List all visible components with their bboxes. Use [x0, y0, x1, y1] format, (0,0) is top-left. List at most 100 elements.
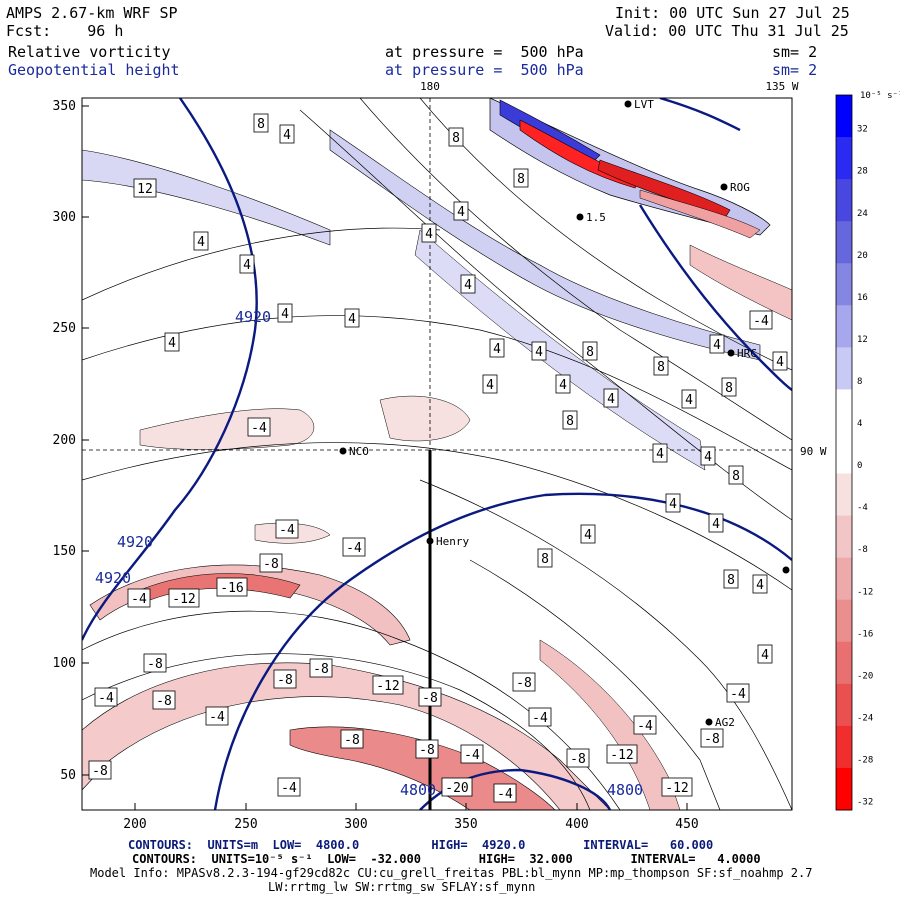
vort-label-box: 8 — [253, 113, 269, 133]
map-frame — [81, 97, 793, 811]
vort-label-text: -4 — [637, 719, 653, 734]
vort-label-text: -4 — [497, 787, 513, 802]
vort-label-box: -8 — [415, 739, 439, 759]
vort-label-text: 4 — [283, 128, 291, 143]
vort-label-text: 8 — [257, 117, 265, 132]
footer-physics-info: LW:rrtmg_lw SW:rrtmg_sw SFLAY:sf_mynn — [268, 880, 536, 894]
y-tick-label: 100 — [53, 656, 76, 671]
vort-label-text: -4 — [532, 711, 548, 726]
station-label-ag2: AG2 — [715, 716, 735, 729]
vort-label-text: -8 — [419, 743, 435, 758]
height-label: 4920 — [117, 533, 153, 551]
vort-negative-east — [689, 244, 792, 321]
vort-label-text: 4 — [607, 392, 615, 407]
vort-label-box: 8 — [721, 377, 737, 397]
vort-label-box: -12 — [372, 675, 404, 695]
field2-name: Geopotential height — [8, 61, 180, 79]
vort-label-text: -8 — [344, 733, 360, 748]
height-label: 4920 — [235, 308, 271, 326]
vort-label-box: 8 — [728, 465, 744, 485]
y-tick-label: 200 — [53, 433, 76, 448]
vort-label-text: 4 — [535, 345, 543, 360]
vort-label-box: 4 — [531, 341, 547, 361]
vort-label-box: -4 — [275, 519, 299, 539]
vort-label-box: -8 — [340, 729, 364, 749]
height-label: 4920 — [95, 569, 131, 587]
field1-smoothing: sm= 2 — [772, 43, 818, 61]
vort-label-box: 4 — [555, 374, 571, 394]
vort-label-box: 4 — [239, 254, 255, 274]
vort-label-box: -4 — [277, 777, 301, 797]
vort-label-text: -8 — [277, 673, 293, 688]
field1-level: at pressure = 500 hPa — [385, 43, 584, 61]
height-label: 4800 — [607, 781, 643, 799]
height-contour-ne — [659, 98, 741, 132]
init-time: Init: 00 UTC Sun 27 Jul 25 — [615, 4, 850, 22]
x-tick-label: 250 — [234, 817, 257, 832]
vort-label-text: 4 — [713, 338, 721, 353]
x-axis: 200 250 300 350 400 450 — [123, 803, 699, 832]
vort-label-text: -12 — [610, 748, 633, 763]
lat-label-top: 135 W — [765, 80, 798, 93]
vort-label-box: 4 — [482, 374, 498, 394]
vort-label-text: -4 — [131, 592, 147, 607]
y-tick-label: 300 — [53, 210, 76, 225]
y-axis: 50 100 150 200 250 300 350 — [53, 99, 89, 783]
vort-label-text: 4 — [493, 342, 501, 357]
footer-height-contours: CONTOURS: UNITS=m LOW= 4800.0 HIGH= 4920… — [128, 838, 714, 852]
vort-label-box: -8 — [700, 728, 724, 748]
colorbar-swatch — [836, 221, 852, 264]
station-label-rog: ROG — [730, 181, 750, 194]
vort-label-box: 4 — [277, 303, 293, 323]
vort-label-box: 8 — [448, 127, 464, 147]
vort-label-box: -8 — [273, 669, 297, 689]
vort-label-text: -8 — [147, 657, 163, 672]
vort-label-text: -12 — [665, 781, 688, 796]
vort-label-text: -8 — [516, 676, 532, 691]
vort-label-text: 4 — [756, 578, 764, 593]
height-contour-east — [638, 204, 792, 391]
vort-label-text: 4 — [464, 278, 472, 293]
vort-label-box: -8 — [566, 748, 590, 768]
vort-label-box: 4 — [421, 223, 437, 243]
colorbar-frame — [835, 94, 853, 811]
station-dot-lvt — [624, 100, 632, 108]
vort-label-box: -8 — [512, 672, 536, 692]
vort-label-text: -4 — [279, 523, 295, 538]
vort-label-box: -4 — [94, 687, 118, 707]
vort-label-box: -12 — [168, 588, 200, 608]
colorbar-swatch — [836, 557, 852, 601]
colorbar-swatch — [836, 179, 852, 222]
vort-label-text: -8 — [263, 557, 279, 572]
station-dot-ag2 — [705, 718, 713, 726]
colorbar-level: -8 — [857, 545, 868, 555]
vort-label-box: 8 — [513, 168, 529, 188]
vort-label-text: -4 — [753, 314, 769, 329]
vort-label-text: -4 — [346, 541, 362, 556]
colorbar: 32 28 24 20 16 12 8 4 0 -4 -8 -12 -16 -20 -24 -28 -32 — [835, 94, 873, 811]
vort-label-text: -4 — [98, 691, 114, 706]
vort-label-box: 4 — [681, 389, 697, 409]
y-tick-label: 250 — [53, 321, 76, 336]
vort-label-text: 4 — [712, 517, 720, 532]
vort-label-text: 4 — [168, 336, 176, 351]
vort-label-text: -4 — [251, 421, 267, 436]
vort-label-box: -4 — [342, 537, 366, 557]
colorbar-level: 12 — [857, 335, 868, 345]
station-dot-east — [782, 566, 790, 574]
y-tick-label: 50 — [60, 768, 76, 783]
vort-label-text: 4 — [281, 307, 289, 322]
station-dot-rog — [720, 183, 728, 191]
colorbar-swatch — [836, 599, 852, 643]
vort-label-text: 4 — [704, 450, 712, 465]
colorbar-level: -32 — [857, 798, 873, 808]
colorbar-swatch — [836, 725, 852, 769]
height-contour-low — [419, 768, 612, 810]
vort-arc-east — [539, 639, 681, 810]
vort-label-text: 4 — [197, 235, 205, 250]
colorbar-swatch — [836, 683, 852, 727]
x-tick-label: 450 — [675, 817, 698, 832]
colorbar-swatch — [836, 305, 852, 348]
vort-label-text: -8 — [570, 752, 586, 767]
colorbar-swatch — [836, 389, 852, 432]
